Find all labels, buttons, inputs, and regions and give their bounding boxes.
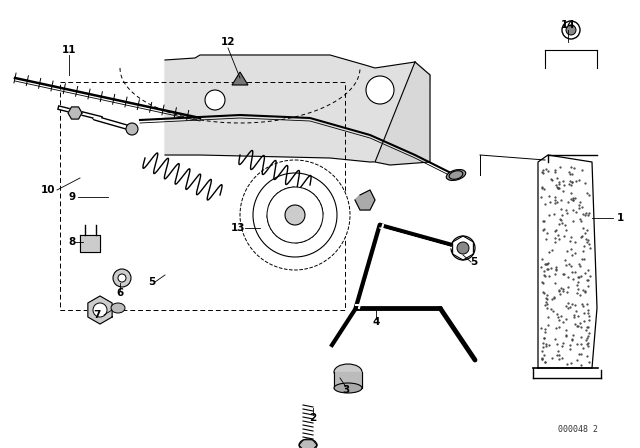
Polygon shape [334,372,362,388]
Circle shape [253,173,337,257]
Text: 000048 2: 000048 2 [558,425,598,434]
Circle shape [566,25,576,35]
Circle shape [126,123,138,135]
Circle shape [562,21,580,39]
Circle shape [240,160,350,270]
Circle shape [457,242,469,254]
Circle shape [267,187,323,243]
Text: 3: 3 [342,385,349,395]
Ellipse shape [334,383,362,393]
Text: 1: 1 [616,213,623,223]
Polygon shape [232,72,248,85]
Text: 9: 9 [68,192,76,202]
Text: 14: 14 [561,20,575,30]
Text: 4: 4 [372,317,380,327]
Polygon shape [80,235,100,252]
Text: 8: 8 [68,237,76,247]
Polygon shape [165,55,430,162]
Circle shape [285,205,305,225]
Text: 13: 13 [231,223,245,233]
Polygon shape [538,155,597,368]
Ellipse shape [299,439,317,448]
Polygon shape [88,296,112,324]
Polygon shape [68,107,82,119]
Ellipse shape [334,364,362,380]
Ellipse shape [111,303,125,313]
Text: 11: 11 [61,45,76,55]
Text: 7: 7 [93,310,100,320]
Circle shape [113,269,131,287]
Text: 2: 2 [309,413,317,423]
Text: 12: 12 [221,37,236,47]
Polygon shape [355,190,375,210]
Text: 5: 5 [148,277,156,287]
Ellipse shape [446,169,466,181]
Polygon shape [375,62,430,165]
Circle shape [205,90,225,110]
Text: 5: 5 [470,257,477,267]
Text: 10: 10 [41,185,55,195]
Circle shape [451,236,475,260]
Circle shape [366,76,394,104]
Text: 6: 6 [116,288,124,298]
Circle shape [118,274,126,282]
Circle shape [93,303,107,317]
